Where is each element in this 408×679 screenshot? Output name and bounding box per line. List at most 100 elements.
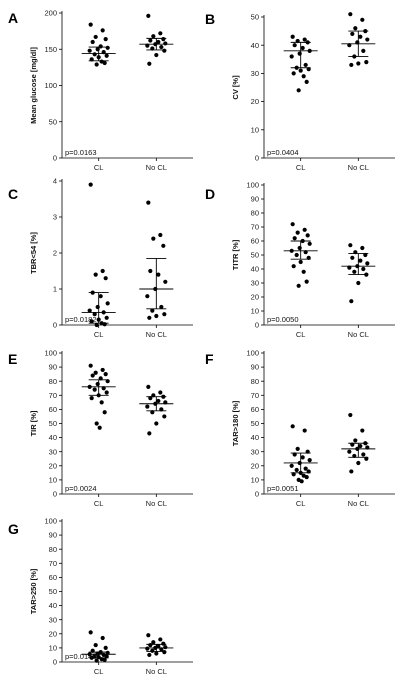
data-point — [294, 467, 299, 473]
y-tick-label: 100 — [44, 517, 57, 526]
data-point — [295, 38, 300, 44]
data-point — [356, 61, 361, 66]
data-point — [104, 315, 109, 320]
data-point — [147, 431, 152, 436]
data-point — [96, 654, 101, 660]
data-point — [361, 266, 366, 272]
data-point — [92, 312, 97, 317]
data-point — [349, 299, 354, 304]
y-tick-label: 70 — [49, 559, 57, 568]
data-point — [102, 60, 107, 66]
data-point — [303, 62, 308, 68]
data-point — [349, 469, 354, 474]
data-point — [305, 40, 310, 45]
data-point — [154, 52, 159, 58]
y-axis-title: TITR [%] — [231, 239, 240, 270]
data-point — [95, 47, 100, 52]
y-tick-label: 10 — [251, 125, 259, 134]
data-point — [303, 250, 308, 255]
data-point — [99, 400, 104, 405]
data-point — [103, 372, 108, 377]
data-point — [153, 42, 158, 47]
data-point — [98, 294, 103, 299]
data-point — [352, 54, 357, 59]
data-point — [347, 265, 352, 270]
y-axis-title: TAR>250 [%] — [29, 568, 38, 614]
panel-letter: A — [8, 10, 18, 26]
y-axis-title: CV [%] — [231, 75, 240, 100]
p-value-label: p=0.0024 — [65, 484, 97, 493]
data-point — [105, 650, 110, 655]
data-point — [306, 255, 311, 260]
data-point — [100, 635, 105, 641]
data-point — [159, 407, 164, 412]
data-point — [365, 261, 370, 266]
data-point — [356, 280, 361, 286]
x-category-label: No CL — [146, 163, 167, 172]
y-tick-label: 50 — [251, 419, 259, 428]
y-tick-label: 30 — [251, 447, 259, 456]
data-point — [302, 37, 307, 42]
x-category-label: CL — [94, 499, 104, 508]
data-point — [162, 312, 167, 317]
data-point — [296, 283, 301, 288]
data-point — [353, 26, 358, 31]
data-point — [148, 396, 153, 401]
data-point — [156, 398, 161, 404]
data-point — [87, 48, 92, 53]
data-point — [292, 43, 297, 48]
y-tick-label: 100 — [44, 81, 57, 90]
data-point — [297, 245, 302, 251]
x-category-label: No CL — [348, 330, 369, 339]
data-point — [93, 34, 98, 40]
y-tick-label: 10 — [251, 476, 259, 485]
p-value-label: p=0.0182 — [65, 315, 97, 324]
y-tick-label: 0 — [255, 154, 259, 163]
data-point — [88, 22, 93, 27]
data-point — [146, 200, 151, 205]
panel-letter: E — [8, 351, 17, 367]
data-point — [93, 370, 98, 375]
data-point — [301, 269, 306, 274]
y-axis-title: TBR<54 [%] — [29, 232, 38, 274]
data-point — [94, 421, 99, 426]
data-point — [151, 236, 156, 241]
data-point — [92, 52, 97, 57]
data-point — [95, 381, 100, 387]
data-point — [90, 648, 95, 653]
data-point — [300, 45, 305, 51]
y-tick-label: 90 — [251, 363, 259, 372]
data-point — [158, 232, 163, 238]
data-point — [301, 74, 306, 79]
data-point — [350, 31, 355, 37]
data-point — [147, 315, 152, 320]
data-point — [350, 442, 355, 447]
data-point — [163, 41, 168, 46]
data-point — [358, 258, 363, 263]
data-point — [304, 474, 309, 480]
data-point — [96, 317, 101, 322]
data-point — [103, 37, 108, 42]
data-point — [90, 39, 95, 45]
chart-panel-F: F 0 10 20 30 40 50 60 70 80 90 100 CL No CL TAR>180 [%… — [205, 349, 395, 508]
data-point — [158, 31, 163, 36]
y-tick-label: 10 — [49, 644, 57, 653]
data-point — [348, 243, 353, 248]
p-value-label: p=0.0051 — [267, 484, 299, 493]
y-tick-label: 50 — [49, 117, 57, 126]
data-point — [87, 384, 92, 389]
data-point — [96, 393, 101, 398]
x-category-label: CL — [296, 330, 306, 339]
data-point — [360, 17, 365, 22]
data-point — [100, 367, 105, 373]
y-tick-label: 0 — [255, 490, 259, 499]
data-point — [290, 222, 295, 227]
chart-panel-B: B 0 10 20 30 40 50 CL No CL CV [%] p=0.0404 — [205, 11, 395, 172]
data-point — [291, 264, 296, 269]
data-point — [163, 645, 168, 650]
chart-panel-D: D 0 10 20 30 40 50 60 70 80 90 100 CL No CL TITR [%] p=… — [205, 181, 395, 339]
data-point — [307, 241, 312, 246]
data-point — [101, 386, 106, 391]
data-point — [102, 657, 107, 662]
